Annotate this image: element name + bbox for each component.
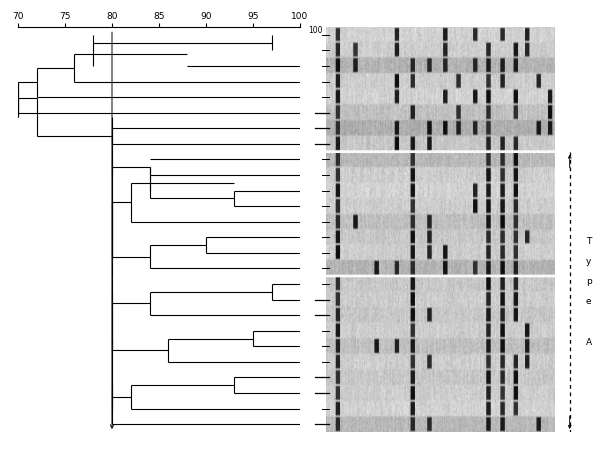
Text: y: y (586, 257, 591, 266)
Text: p: p (586, 277, 592, 286)
Text: 100: 100 (308, 26, 323, 35)
Text: T: T (586, 237, 591, 246)
Text: e: e (586, 297, 592, 306)
Text: A: A (586, 338, 592, 347)
